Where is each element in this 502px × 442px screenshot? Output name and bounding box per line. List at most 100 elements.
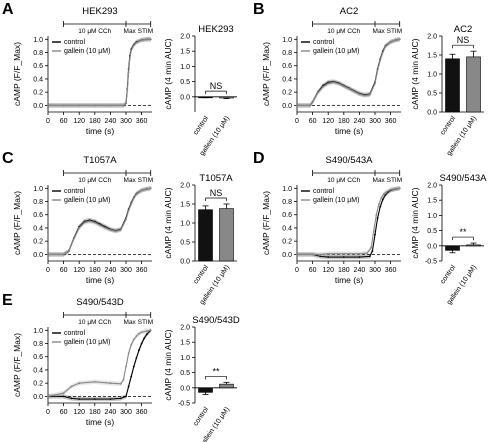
data-point	[363, 94, 366, 97]
data-point	[374, 233, 376, 236]
y-tick-label: 2.0	[180, 325, 190, 332]
chart-title: HEK293	[82, 6, 117, 17]
data-point	[126, 89, 129, 92]
data-point	[145, 38, 148, 41]
y-tick-label: 0.4	[33, 225, 43, 232]
data-point	[104, 225, 107, 228]
x-tick-label: 300	[369, 267, 381, 274]
data-point	[342, 256, 345, 258]
bar-chart-E: S490/543D -0.5 0.0 0.5 1.0 1.5 2.0 cAMP (4 min …	[163, 315, 240, 442]
data-point	[332, 81, 335, 84]
x-axis-label: time (s)	[86, 417, 115, 427]
y-tick-label: 0.8	[282, 199, 292, 206]
y-tick-label: 0.6	[282, 63, 292, 70]
data-point	[149, 329, 152, 332]
y-tick-label: 0.5	[180, 240, 190, 247]
data-point	[130, 343, 133, 346]
x-tick-label: 60	[60, 267, 68, 274]
data-point	[374, 82, 376, 85]
x-tick-label: 300	[120, 118, 132, 125]
chart-title: S490/543A	[325, 155, 373, 166]
y-tick-label: 0.0	[180, 385, 190, 392]
significance-label: NS	[210, 188, 223, 198]
chart-title: HEK293	[198, 24, 233, 35]
data-point	[140, 331, 143, 334]
data-point	[122, 104, 125, 107]
bar	[219, 383, 234, 389]
data-point	[381, 51, 384, 54]
data-point	[135, 193, 138, 196]
data-point	[125, 365, 127, 368]
y-tick-label: 1.0	[427, 213, 437, 220]
x-tick-label: 360	[136, 118, 148, 125]
category-label: control	[439, 264, 457, 286]
category-label: control	[192, 406, 210, 428]
x-tick-label: 240	[105, 267, 117, 274]
data-point	[384, 194, 387, 196]
data-point	[140, 189, 143, 192]
y-tick-label: 1.0	[180, 64, 190, 71]
y-axis-label: cAMP (4 min AUC)	[163, 329, 173, 400]
y-tick-label: 0.2	[33, 381, 43, 388]
data-point	[394, 188, 397, 190]
x-axis-label: time (s)	[86, 275, 115, 285]
chart-title: T1057A	[199, 173, 233, 184]
y-axis-label: cAMP (F/F_Max)	[12, 42, 22, 106]
significance-label: **	[212, 366, 220, 376]
y-tick-label: 0.2	[33, 90, 43, 97]
data-point	[62, 253, 65, 256]
x-tick-label: 360	[385, 118, 397, 125]
legend-label: control	[313, 39, 334, 46]
significance-label: **	[459, 227, 467, 237]
x-tick-label: 240	[105, 409, 117, 416]
data-point	[125, 102, 127, 105]
data-point	[78, 104, 81, 107]
data-point	[47, 253, 49, 256]
x-axis-label: time (s)	[335, 275, 364, 285]
data-point	[398, 38, 401, 41]
data-point	[358, 252, 361, 255]
data-point	[109, 398, 112, 400]
data-point	[327, 252, 330, 255]
y-axis-label: cAMP (F/F_Max)	[12, 191, 22, 255]
data-point	[135, 357, 138, 359]
data-point	[337, 82, 340, 85]
y-tick-label: 2.0	[180, 34, 190, 41]
panel-label: E	[2, 292, 13, 309]
chart-title: AC2	[340, 6, 358, 17]
y-tick-label: 1.0	[180, 355, 190, 362]
data-point	[296, 253, 298, 256]
legend-label: control	[64, 39, 85, 46]
y-tick-label: 0.5	[427, 91, 437, 98]
y-tick-label: 0.0	[33, 103, 43, 110]
y-tick-label: 2.0	[180, 183, 190, 190]
data-point	[327, 81, 330, 84]
y-tick-label: 0.8	[33, 50, 43, 57]
y-tick-label: 0.4	[282, 225, 292, 232]
data-point	[78, 382, 81, 385]
x-tick-label: 180	[89, 409, 101, 416]
data-point	[119, 397, 122, 400]
y-tick-label: 1.0	[33, 37, 43, 44]
data-point	[114, 230, 117, 233]
data-point	[384, 45, 387, 48]
y-tick-label: 0.0	[427, 110, 437, 117]
data-point	[132, 44, 135, 47]
y-tick-label: 0.0	[282, 252, 292, 259]
y-tick-label: 0.0	[33, 252, 43, 259]
x-tick-label: 240	[105, 118, 117, 125]
y-tick-label: 0.6	[33, 354, 43, 361]
line-chart-C: 10 μM CCh Max STIM T1057A 0.0 0.2 0.4 0.6 0.8 1.…	[12, 155, 153, 285]
bar	[445, 245, 460, 251]
line-chart-D: 10 μM CCh Max STIM S490/543A 0.0 0.2 0.4 0.6 0.…	[261, 155, 402, 285]
stim-label-cch: 10 μM CCh	[327, 28, 360, 35]
bar-chart-D: S490/543A -0.5 0.0 0.5 1.0 1.5 2.0 cAMP (4 min …	[410, 173, 487, 306]
data-point	[130, 375, 133, 378]
data-point	[368, 255, 371, 258]
data-point	[47, 395, 49, 398]
x-tick-label: 360	[385, 267, 397, 274]
x-tick-label: 0	[295, 118, 299, 125]
data-point	[342, 85, 345, 88]
data-point	[316, 91, 319, 94]
